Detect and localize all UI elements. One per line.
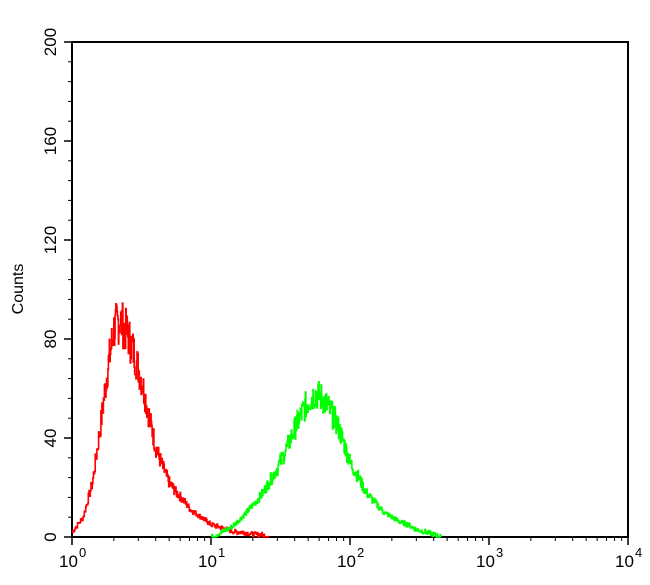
- x-tick-exponent: 2: [357, 545, 364, 560]
- x-tick-exponent: 1: [218, 545, 225, 560]
- x-tick-exponent: 4: [635, 545, 642, 560]
- x-tick-exponent: 3: [496, 545, 503, 560]
- y-tick-label: 40: [41, 429, 60, 448]
- x-tick-label: 10: [476, 552, 495, 571]
- histogram-series-1: [211, 381, 442, 538]
- x-tick-exponent: 0: [79, 545, 86, 560]
- histogram-series-0: [72, 302, 270, 538]
- x-tick-label: 10: [337, 552, 356, 571]
- x-tick-label: 10: [198, 552, 217, 571]
- histogram-curves: [72, 302, 442, 538]
- x-tick-label: 10: [59, 552, 78, 571]
- y-tick-label: 120: [41, 226, 60, 254]
- y-axis-label: Counts: [10, 264, 27, 315]
- y-tick-label: 80: [41, 330, 60, 349]
- y-tick-label: 0: [41, 532, 60, 541]
- x-axis: 10 0 10 1 10 2 10 3 10 4: [59, 537, 642, 571]
- y-tick-label: 200: [41, 28, 60, 56]
- y-axis: 0 40 80 120 160 200: [41, 28, 72, 542]
- x-tick-label: 10: [615, 552, 634, 571]
- y-tick-label: 160: [41, 127, 60, 155]
